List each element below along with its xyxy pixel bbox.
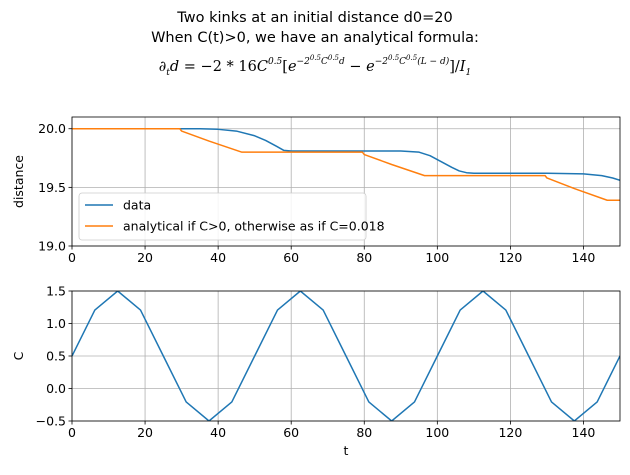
bottom-x-tick-label: 140 (572, 425, 596, 440)
top-y-tick-label: 20.0 (38, 121, 66, 136)
bottom-x-axis-label: t (344, 443, 349, 458)
top-series-line-1 (72, 127, 620, 202)
top-x-tick-label: 120 (498, 250, 522, 265)
top-legend: data analytical if C>0, otherwise as if C… (78, 192, 385, 241)
top-y-tick-label: 19.0 (38, 239, 66, 254)
top-x-tick-label: 100 (425, 250, 449, 265)
top-legend-box (78, 192, 367, 241)
top-y-tick-label: 19.5 (38, 180, 66, 195)
title-line-2: When C(t)>0, we have an analytical formu… (151, 30, 479, 46)
title-formula: ∂td = −2 * 16C0.5[e−20.5C0.5d − e−20.5C0… (158, 54, 472, 78)
top-x-tick-label: 60 (283, 250, 299, 265)
bottom-y-tick-label: 0.0 (46, 381, 66, 396)
top-y-axis-label: distance (11, 155, 26, 208)
figure-title: Two kinks at an initial distance d0=20 W… (0, 8, 630, 83)
bottom-y-tick-label: 1.0 (46, 316, 66, 331)
bottom-series-line-0 (72, 291, 620, 421)
bottom-x-tick-label: 40 (210, 425, 226, 440)
top-legend-label-0: data (123, 198, 151, 213)
bottom-x-tick-label: 100 (425, 425, 449, 440)
bottom-x-tick-label: 80 (356, 425, 372, 440)
bottom-x-tick-label: 120 (498, 425, 522, 440)
top-x-tick-label: 40 (210, 250, 226, 265)
bottom-axes-frame (71, 290, 621, 422)
top-x-tick-label: 140 (572, 250, 596, 265)
top-x-tick-label: 80 (356, 250, 372, 265)
bottom-y-tick-label: −0.5 (36, 414, 66, 429)
title-line-1: Two kinks at an initial distance d0=20 (177, 10, 453, 26)
top-series-line-0 (72, 127, 620, 182)
bottom-x-tick-label: 0 (68, 425, 76, 440)
top-axes: 0 20 40 60 80 100 120 140 19.0 19.5 20.0 distance da… (11, 116, 621, 265)
bottom-y-tick-label: 1.5 (46, 284, 66, 299)
bottom-x-tick-label: 60 (283, 425, 299, 440)
top-legend-label-1: analytical if C>0, otherwise as if C=0.0… (123, 219, 385, 234)
top-axes-frame (71, 116, 621, 247)
bottom-y-axis-label: C (11, 351, 26, 360)
bottom-x-tick-label: 20 (137, 425, 153, 440)
top-x-tick-label: 20 (137, 250, 153, 265)
bottom-axes: 0 20 40 60 80 100 120 140 −0.5 0.0 0.5 1.0 1.5 Ct (11, 284, 621, 458)
bottom-y-tick-label: 0.5 (46, 349, 66, 364)
top-x-tick-label: 0 (68, 250, 76, 265)
